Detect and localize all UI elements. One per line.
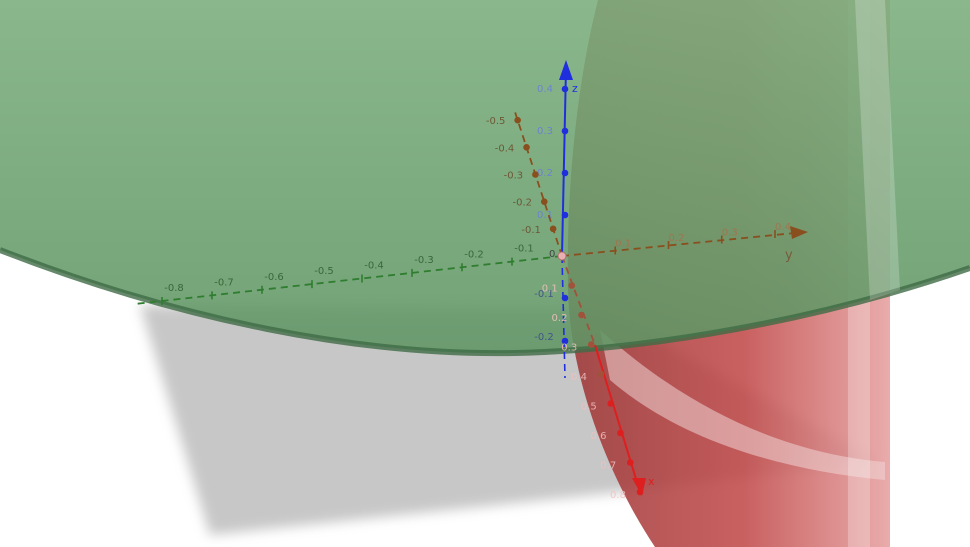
x-tick-label: 0.1 bbox=[542, 284, 558, 295]
z-axis-arrow bbox=[559, 60, 573, 80]
z-tick-0.3 bbox=[561, 127, 569, 135]
x-axis-name: x bbox=[648, 475, 655, 488]
y-axis-name: y bbox=[785, 248, 793, 263]
y-tick-label: 0.2 bbox=[669, 233, 685, 244]
x-tick-0.6 bbox=[617, 429, 624, 437]
z-tick-0.1 bbox=[561, 211, 569, 219]
x-axis-line bbox=[594, 344, 641, 493]
z-tick--0.1 bbox=[561, 294, 569, 302]
x-tick-0.4 bbox=[597, 370, 605, 378]
z-axis-name: z bbox=[572, 82, 578, 95]
x-tick-label: 0.3 bbox=[561, 343, 577, 354]
x-tick-0.1 bbox=[568, 282, 576, 289]
x-tick-label: 0.8 bbox=[610, 490, 626, 501]
y-tick--0.5 bbox=[514, 116, 521, 124]
y-tick--0.1 bbox=[549, 225, 557, 233]
z-tick-label: -0.1 bbox=[534, 289, 554, 300]
z-axis-negative-line bbox=[561, 255, 566, 379]
y-tick--0.2 bbox=[540, 198, 548, 205]
x-tick-label: 0.5 bbox=[581, 402, 597, 413]
x-tick-0.7 bbox=[626, 459, 634, 466]
z-tick-label: -0.2 bbox=[534, 332, 554, 343]
z-tick-0.2 bbox=[561, 169, 569, 177]
z-tick-label: 0.2 bbox=[537, 168, 553, 179]
y-tick--0.3 bbox=[532, 171, 539, 178]
y-tick-label: -0.4 bbox=[495, 143, 515, 154]
origin-label: 0 bbox=[549, 249, 555, 260]
y-tick-label: -0.2 bbox=[513, 198, 533, 209]
y-axis-negative-line bbox=[514, 111, 563, 257]
x-axis-hidden-line bbox=[561, 255, 596, 346]
green-tick-label: -0.3 bbox=[414, 255, 434, 266]
x-tick-label: 0.7 bbox=[600, 461, 616, 472]
z-tick-label: 0.1 bbox=[537, 210, 553, 221]
origin-point bbox=[557, 251, 567, 261]
axes-group: 0.1 0.2 0.3 0.4 -0.1 -0.2 0.1 0.2 0.3 0.4 0.5 0.6 0.… bbox=[134, 60, 808, 501]
x-tick-0.5 bbox=[607, 400, 615, 407]
green-tick-label: -0.1 bbox=[514, 244, 534, 255]
z-tick-label: 0.3 bbox=[537, 126, 553, 137]
z-tick--0.2 bbox=[561, 337, 569, 345]
green-tick-label: -0.2 bbox=[464, 249, 484, 260]
x-tick-0.2 bbox=[578, 311, 585, 319]
z-tick-label: 0.4 bbox=[537, 84, 553, 95]
x-tick-0.8 bbox=[636, 488, 644, 496]
y-tick--0.4 bbox=[523, 144, 530, 151]
y-axis-arrow bbox=[790, 226, 808, 239]
x-tick-label: 0.4 bbox=[571, 372, 587, 383]
y-tick-label: 0.4 bbox=[775, 222, 791, 233]
green-tick-label: -0.8 bbox=[164, 283, 184, 294]
y-tick-label: 0.1 bbox=[615, 239, 631, 250]
x-tick-label: 0.6 bbox=[591, 431, 607, 442]
y-tick-label: -0.3 bbox=[504, 170, 524, 181]
green-surface bbox=[0, 0, 970, 357]
y-axis-positive-line bbox=[561, 231, 806, 257]
z-axis-line bbox=[561, 67, 567, 257]
green-tick-label: -0.7 bbox=[214, 277, 234, 288]
x-tick-label: 0.2 bbox=[552, 313, 568, 324]
green-tick-label: -0.5 bbox=[314, 266, 334, 277]
z-tick-0.4 bbox=[561, 85, 569, 93]
y-tick-label: -0.5 bbox=[486, 116, 506, 127]
green-tick-label: -0.4 bbox=[364, 261, 384, 272]
x-tick-0.3 bbox=[587, 341, 595, 348]
y-tick-label: 0.3 bbox=[722, 228, 738, 239]
green-tick-label: -0.6 bbox=[264, 272, 284, 283]
y-tick-label: -0.1 bbox=[521, 225, 541, 236]
